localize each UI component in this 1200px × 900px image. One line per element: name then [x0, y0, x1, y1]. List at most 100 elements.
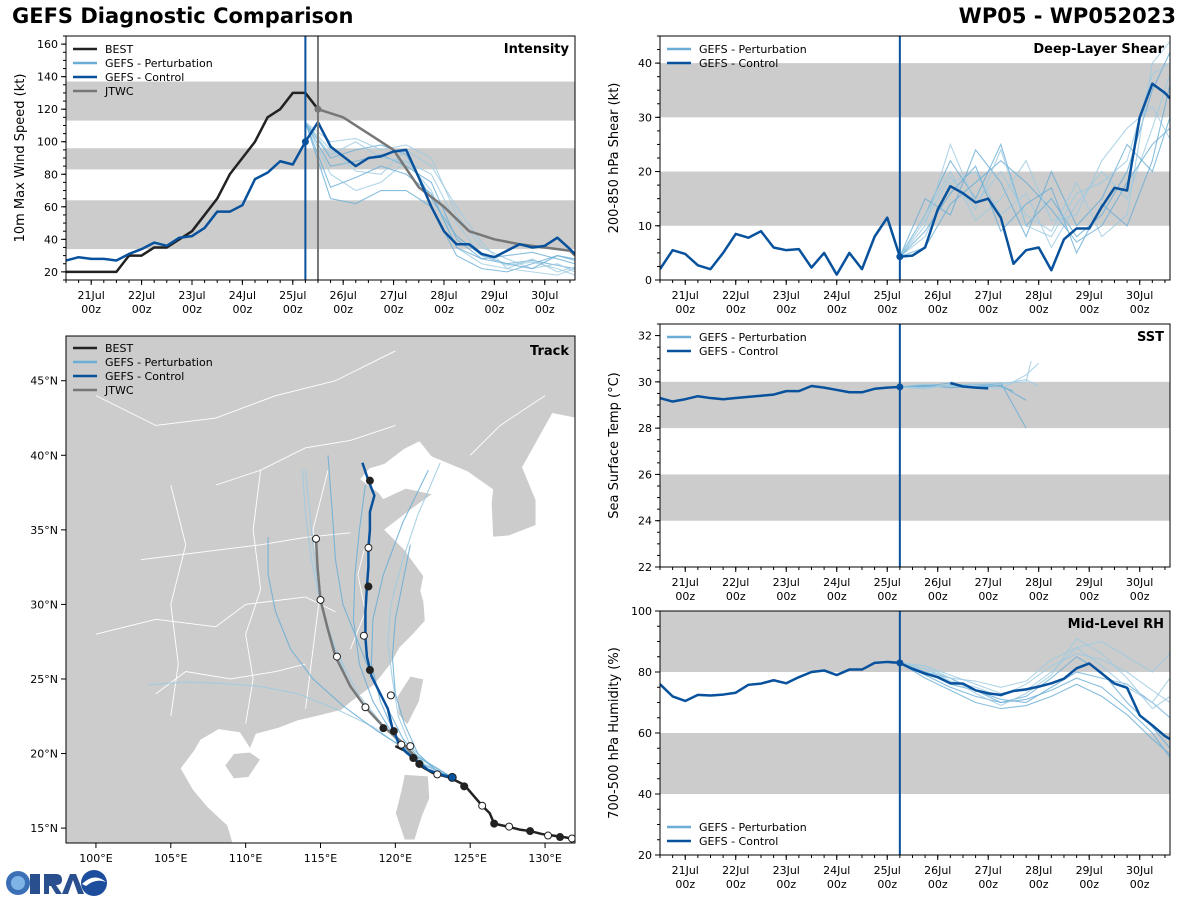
y-tick-label: 32	[638, 330, 652, 343]
control-init-marker	[301, 138, 309, 146]
legend-label-best: BEST	[105, 43, 133, 56]
luzon-island	[394, 773, 431, 841]
x-tick-date: 28Jul	[1025, 289, 1052, 302]
perturbation-member-line	[899, 362, 1040, 390]
cira-logo-letter-i	[30, 874, 40, 894]
x-tick-hour: 00z	[132, 303, 152, 316]
x-tick-hour: 00z	[978, 878, 998, 891]
x-tick-hour: 00z	[776, 303, 796, 316]
x-tick-date: 29Jul	[1076, 289, 1103, 302]
y-tick-label: 30	[638, 111, 652, 124]
legend-label-best: BEST	[105, 342, 133, 355]
x-tick-hour: 00z	[928, 590, 948, 603]
control-line	[660, 660, 1170, 741]
lon-tick-label: 115°E	[304, 852, 337, 865]
jtwc-position-marker	[361, 703, 370, 712]
control-init-marker	[896, 659, 904, 667]
control-line	[660, 384, 900, 403]
x-tick-hour: 00z	[1079, 303, 1099, 316]
control-init-marker	[896, 383, 904, 391]
lat-tick-label: 35°N	[30, 524, 58, 537]
control-position-marker	[409, 754, 418, 763]
jtwc-position-marker	[397, 740, 406, 749]
panel-track: 100°E 105°E 110°E 115°E 120°E 125°E 130°E 15°N 2…	[30, 335, 576, 865]
jtwc-position-marker	[332, 652, 341, 661]
perturbation-track	[327, 455, 453, 778]
province-border	[469, 395, 546, 456]
perturbation-member-line	[304, 121, 575, 276]
x-tick-hour: 00z	[877, 590, 897, 603]
x-tick-hour: 00z	[535, 303, 555, 316]
y-tick-label: 20	[638, 849, 652, 862]
x-tick-date: 23Jul	[773, 576, 800, 589]
threshold-band	[660, 733, 1170, 794]
best-position-marker	[544, 831, 553, 840]
x-tick-hour: 00z	[182, 303, 202, 316]
x-tick-hour: 00z	[1029, 303, 1049, 316]
best-position-marker	[505, 822, 514, 831]
x-tick-date: 24Jul	[823, 289, 850, 302]
best-position-marker	[490, 819, 499, 828]
x-tick-date: 21Jul	[78, 289, 105, 302]
x-tick-hour: 00z	[726, 878, 746, 891]
x-tick-hour: 00z	[434, 303, 454, 316]
best-line	[66, 91, 306, 274]
threshold-band	[660, 63, 1170, 118]
noaa-logo-bird	[82, 877, 106, 886]
perturbation-member-line	[304, 121, 575, 273]
x-tick-date: 23Jul	[178, 289, 205, 302]
x-tick-date: 27Jul	[975, 864, 1002, 877]
province-border	[350, 544, 366, 650]
y-tick-label: 40	[638, 788, 652, 801]
perturbation-member-line	[899, 646, 1170, 704]
x-tick-hour: 00z	[675, 303, 695, 316]
threshold-band	[66, 148, 575, 170]
cira-logo-globe-inner	[11, 876, 25, 890]
jtwc-start-marker	[314, 105, 322, 113]
control-position-marker	[364, 582, 373, 591]
y-tick-label: 10	[638, 220, 652, 233]
x-tick-date: 26Jul	[924, 576, 951, 589]
panel-rh: 2040608010021Jul00z22Jul00z23Jul00z24Jul…	[607, 605, 1171, 891]
x-tick-date: 29Jul	[1076, 864, 1103, 877]
lon-tick-label: 125°E	[453, 852, 486, 865]
perturbation-member-line	[899, 640, 1170, 694]
panel-shear: 01020304021Jul00z22Jul00z23Jul00z24Jul00…	[607, 35, 1171, 316]
legend-label-control: GEFS - Control	[699, 835, 778, 848]
x-tick-hour: 00z	[928, 303, 948, 316]
storm-id-title: WP05 - WP052023	[958, 4, 1176, 28]
x-tick-date: 24Jul	[229, 289, 256, 302]
x-tick-date: 25Jul	[874, 289, 901, 302]
y-axis-label: 700-500 hPa Humidity (%)	[607, 647, 622, 819]
y-tick-label: 100	[631, 605, 652, 618]
best-position-marker	[526, 827, 535, 836]
best-position-marker	[460, 782, 469, 791]
perturbation-member-line	[305, 121, 575, 273]
x-tick-date: 22Jul	[722, 864, 749, 877]
y-tick-label: 120	[37, 103, 58, 116]
perturbation-member-line	[304, 122, 575, 270]
lat-tick-label: 30°N	[30, 598, 58, 611]
province-border	[95, 596, 336, 635]
best-position-marker	[433, 770, 442, 779]
legend-label-control: GEFS - Control	[699, 345, 778, 358]
x-tick-date: 24Jul	[823, 864, 850, 877]
lat-tick-label: 20°N	[30, 748, 58, 761]
control-position-marker	[359, 631, 368, 640]
x-tick-date: 25Jul	[279, 289, 306, 302]
perturbation-member-line	[899, 41, 1170, 258]
jtwc-position-marker	[379, 724, 388, 733]
y-tick-label: 160	[37, 38, 58, 51]
best-position-marker	[415, 759, 424, 768]
panel-title: Mid-Level RH	[1068, 617, 1164, 632]
x-tick-hour: 00z	[726, 590, 746, 603]
page-title: GEFS Diagnostic Comparison	[12, 4, 354, 28]
x-tick-hour: 00z	[484, 303, 504, 316]
legend-label-control: GEFS - Control	[105, 370, 184, 383]
threshold-band	[660, 381, 1170, 429]
perturbation-member-line	[899, 84, 1170, 258]
control-line	[950, 381, 989, 390]
plot-area	[66, 91, 575, 276]
best-position-marker	[556, 833, 565, 842]
